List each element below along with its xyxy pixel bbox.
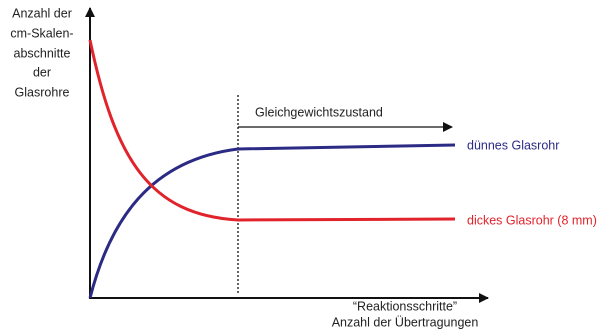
- annotation: Gleichgewichtszustand: [255, 105, 383, 119]
- x-axis-label: Anzahl der Übertragungen: [332, 315, 479, 329]
- y-axis-label: abschnitte: [14, 46, 71, 60]
- y-axis-label: cm-Skalen-: [10, 26, 73, 40]
- curve: [88, 39, 456, 222]
- curve: [88, 143, 456, 299]
- y-axis-label: Glasrohre: [15, 85, 70, 99]
- y-axis-label: der: [33, 65, 51, 79]
- curve-label: dickes Glasrohr (8 mm): [467, 213, 597, 227]
- x-axis-label: “Reaktionsschritte”: [353, 299, 457, 313]
- curve-label: dünnes Glasrohr: [467, 138, 559, 152]
- y-axis-label: Anzahl der: [12, 6, 72, 20]
